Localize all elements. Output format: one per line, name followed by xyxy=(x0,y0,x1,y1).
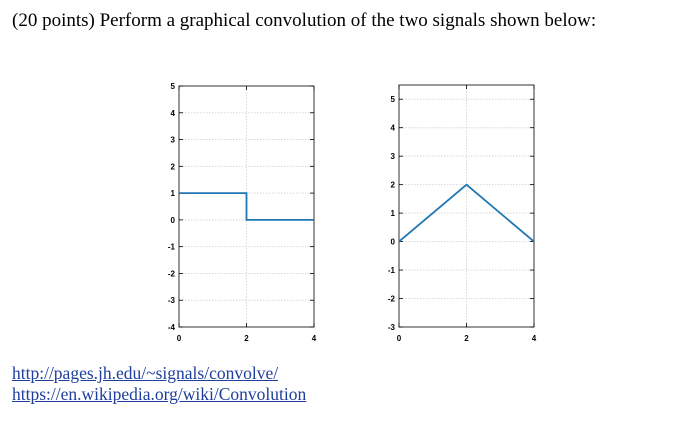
plot1-ytick-label: -2 xyxy=(168,269,176,278)
plot2-ytick-label: 3 xyxy=(391,152,396,161)
plot2-ytick-label: -3 xyxy=(388,323,396,332)
plot1-ytick-label: -1 xyxy=(168,243,176,252)
plot1-xtick-label: 4 xyxy=(312,334,317,343)
link-wikipedia-convolution[interactable]: https://en.wikipedia.org/wiki/Convolutio… xyxy=(12,384,307,404)
plot1-ytick-label: -4 xyxy=(168,323,176,332)
plot1-ytick-label: -3 xyxy=(168,296,176,305)
reference-links: http://pages.jh.edu/~signals/convolve/ h… xyxy=(12,363,306,405)
plot2-ytick-label: 0 xyxy=(391,238,396,247)
plot1-ytick-label: 0 xyxy=(171,216,176,225)
plot2-ytick-label: 4 xyxy=(391,124,396,133)
plot2-ytick-label: 2 xyxy=(391,181,396,190)
plot2-ytick-label: -2 xyxy=(388,295,396,304)
plot2-signal-line xyxy=(398,183,535,243)
plot2-xtick-label: 0 xyxy=(397,334,402,343)
link-jh-convolve[interactable]: http://pages.jh.edu/~signals/convolve/ xyxy=(12,363,279,383)
plot2-ytick-label: 5 xyxy=(391,95,396,104)
plot1-ytick-label: 2 xyxy=(171,162,176,171)
signal-plots-svg: -4 -3 -2 -1 0 1 2 3 4 5 0 2 4 -3 -2 -1 0 1 2 3 4 5 0 2 4 xyxy=(168,82,537,343)
plot1-signal-line xyxy=(179,192,314,221)
plot1-ytick-label: 4 xyxy=(171,109,176,118)
signal-plots: -4 -3 -2 -1 0 1 2 3 4 5 0 2 4 -3 -2 -1 0 1 2 3 4 5 0 2 4 xyxy=(168,82,537,343)
problem-statement: (20 points) Perform a graphical convolut… xyxy=(12,10,597,31)
plot1-xtick-label: 2 xyxy=(244,334,249,343)
plot1-xtick-label: 0 xyxy=(177,334,182,343)
plot2-ytick-label: -1 xyxy=(388,266,396,275)
plot1-ytick-label: 1 xyxy=(171,189,176,198)
plot2-ytick-label: 1 xyxy=(391,209,396,218)
plot2-xtick-label: 4 xyxy=(532,334,537,343)
plot1-ytick-label: 3 xyxy=(171,136,176,145)
plot1-ytick-label: 5 xyxy=(171,82,176,91)
plot2-xtick-label: 2 xyxy=(464,334,469,343)
